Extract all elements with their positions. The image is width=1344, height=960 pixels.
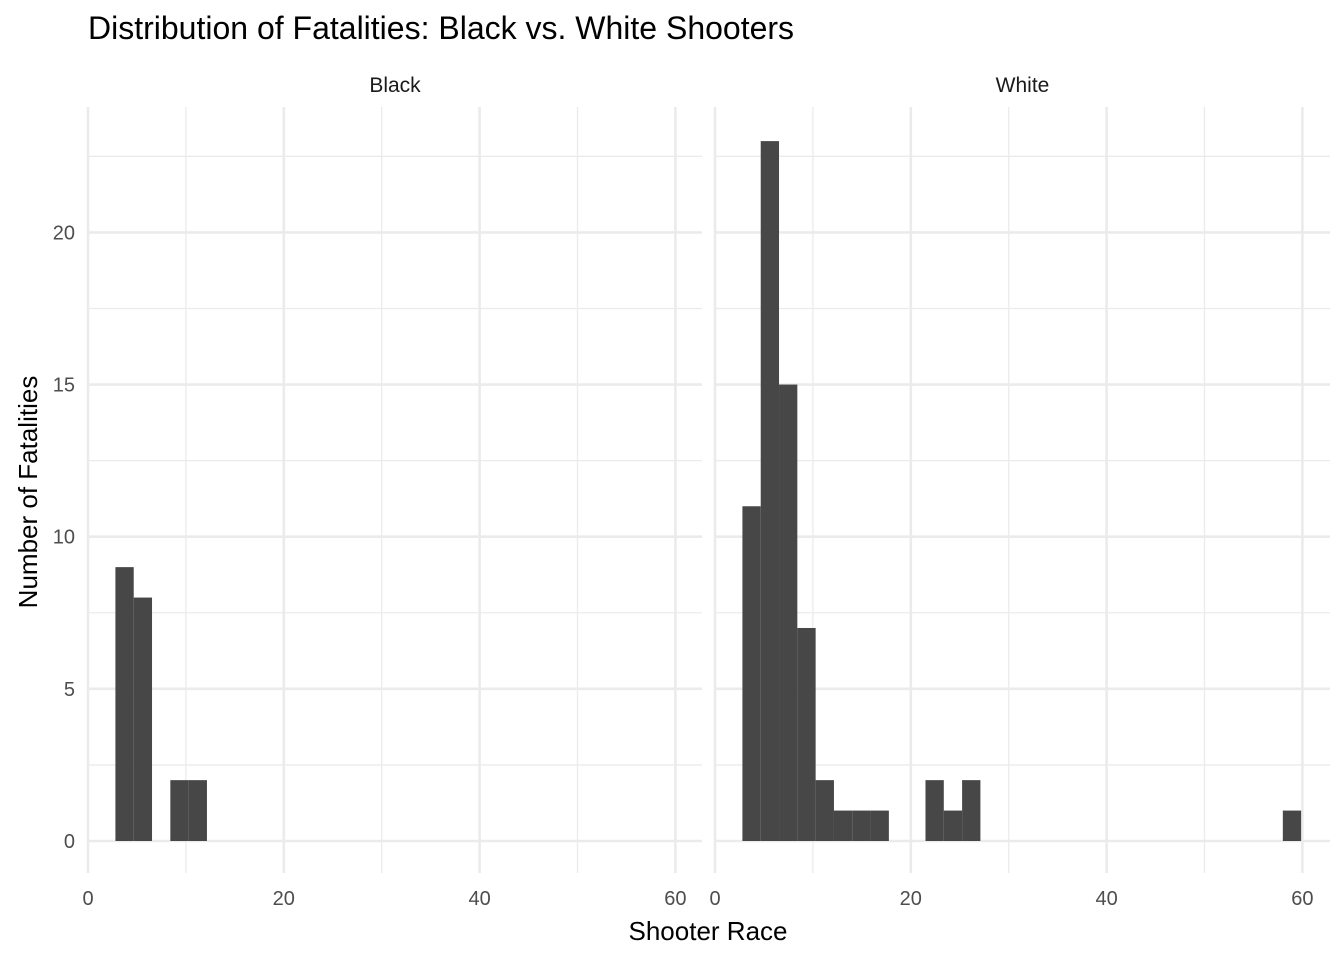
y-tick-label: 10	[53, 527, 75, 549]
panel-black: Black 0 20 40 60 0 5 10 15 20	[53, 74, 702, 910]
histogram-bar	[779, 384, 798, 841]
y-tick-label: 15	[53, 375, 75, 397]
histogram-bar	[925, 780, 944, 841]
histogram-bar	[760, 141, 780, 842]
panel-white: White 0 20 40 60	[709, 74, 1330, 910]
histogram-bar	[943, 810, 963, 841]
histogram-bar	[115, 567, 134, 841]
histogram-bar	[815, 780, 834, 841]
histogram-bar	[188, 780, 207, 841]
histogram-bar	[1282, 810, 1302, 841]
x-tick-label: 60	[664, 888, 686, 910]
x-tick-label: 40	[468, 888, 490, 910]
y-tick-label: 20	[53, 222, 75, 244]
histogram-bar	[852, 810, 871, 841]
y-tick-label: 5	[64, 679, 75, 701]
x-tick-label: 0	[82, 888, 93, 910]
histogram-bar	[170, 780, 189, 841]
chart-title: Distribution of Fatalities: Black vs. Wh…	[88, 10, 794, 46]
x-tick-label: 20	[273, 888, 295, 910]
x-tick-label: 0	[709, 888, 720, 910]
histogram-bar	[797, 627, 816, 841]
x-tick-label: 40	[1095, 888, 1117, 910]
y-tick-label: 0	[64, 831, 75, 853]
x-tick-label: 20	[900, 888, 922, 910]
histogram-bar	[133, 597, 153, 841]
facet-label-black: Black	[369, 74, 421, 97]
histogram-bar	[870, 810, 889, 841]
x-tick-label: 60	[1291, 888, 1313, 910]
histogram-bar	[962, 780, 981, 841]
facet-label-white: White	[996, 74, 1050, 97]
histogram-bar	[833, 810, 853, 841]
x-axis-title: Shooter Race	[629, 916, 788, 946]
y-axis-title: Number of Fatalities	[13, 376, 43, 609]
histogram-bar	[742, 506, 761, 841]
